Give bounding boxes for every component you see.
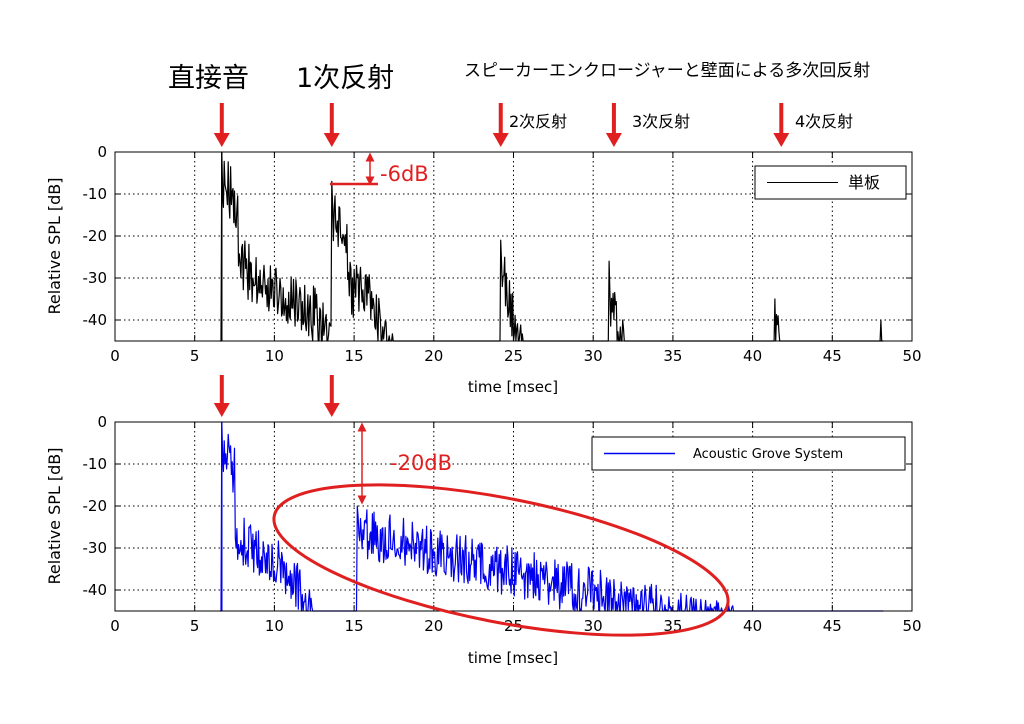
x-tick-label: 30 xyxy=(584,347,603,365)
x-axis-label: time [msec] xyxy=(468,649,558,667)
y-tick-label: -10 xyxy=(83,455,108,473)
chart-bottom: 0 5 10 15 20 25 30 35 40 45 500-10-20-30-40 time [… xyxy=(45,413,922,667)
y-axis-label: Relative SPL [dB] xyxy=(45,447,64,584)
y-tick-label: -10 xyxy=(83,185,108,203)
grid xyxy=(115,422,912,611)
y-tick-label: -20 xyxy=(83,497,108,515)
reflection-arrows-bottom xyxy=(213,375,340,417)
y-tick-label: -40 xyxy=(83,311,108,329)
x-tick-label: 50 xyxy=(902,347,921,365)
x-tick-label: 0 xyxy=(110,617,120,635)
first-reflection-label: 1次反射 xyxy=(296,63,394,94)
ticks: 0 5 10 15 20 25 30 35 40 45 500-10-20-30-40 xyxy=(83,413,922,635)
reflection-arrows-top xyxy=(213,103,790,147)
x-tick-label: 10 xyxy=(265,617,284,635)
reflection-4-label: 4次反射 xyxy=(795,112,853,131)
chart-top: 0 5 10 15 20 25 30 35 40 45 50 0 -10 -20 -30 -40 time [… xyxy=(45,143,922,396)
x-tick-label: 5 xyxy=(190,617,200,635)
reflection-arrow-head xyxy=(323,403,340,417)
y-tick-label: -40 xyxy=(83,581,108,599)
reflection-arrow-head xyxy=(323,133,340,147)
reflection-3-label: 3次反射 xyxy=(632,112,690,131)
reflection-2-label: 2次反射 xyxy=(509,112,567,131)
reflection-arrow-head xyxy=(605,133,622,147)
legend-label: 単板 xyxy=(848,173,880,192)
db-annotation: -6dB xyxy=(380,162,429,186)
x-tick-label: 20 xyxy=(424,617,443,635)
x-tick-label: 35 xyxy=(663,347,682,365)
reflection-arrow-head xyxy=(492,133,509,147)
ticks: 0 5 10 15 20 25 30 35 40 45 50 0 -10 -20 -30 -40 xyxy=(83,143,922,365)
x-tick-label: 5 xyxy=(190,347,200,365)
legend-label: Acoustic Grove System xyxy=(693,447,843,462)
x-tick-label: 45 xyxy=(823,617,842,635)
y-tick-label: 0 xyxy=(97,413,107,431)
x-tick-label: 45 xyxy=(823,347,842,365)
x-tick-label: 25 xyxy=(504,347,523,365)
x-tick-label: 20 xyxy=(424,347,443,365)
enclosure-note: スピーカーエンクロージャーと壁面による多次回反射 xyxy=(464,61,870,81)
x-tick-label: 15 xyxy=(345,347,364,365)
reflection-arrow-head xyxy=(773,133,790,147)
x-tick-label: 40 xyxy=(743,347,762,365)
y-tick-label: 0 xyxy=(97,143,107,161)
y-tick-label: -20 xyxy=(83,227,108,245)
x-tick-label: 40 xyxy=(743,617,762,635)
y-tick-label: -30 xyxy=(83,539,108,557)
x-tick-label: 50 xyxy=(902,617,921,635)
reflection-arrow-head xyxy=(213,133,230,147)
x-tick-label: 0 xyxy=(110,347,120,365)
direct-sound-label: 直接音 xyxy=(168,63,249,94)
x-tick-label: 15 xyxy=(345,617,364,635)
decay-highlight-ellipse xyxy=(272,483,730,637)
y-axis-label: Relative SPL [dB] xyxy=(45,177,64,314)
y-tick-label: -30 xyxy=(83,269,108,287)
db-annotation: -20dB xyxy=(390,451,452,475)
x-tick-label: 30 xyxy=(584,617,603,635)
reflection-arrow-head xyxy=(213,403,230,417)
x-tick-label: 10 xyxy=(265,347,284,365)
x-axis-label: time [msec] xyxy=(468,378,558,396)
